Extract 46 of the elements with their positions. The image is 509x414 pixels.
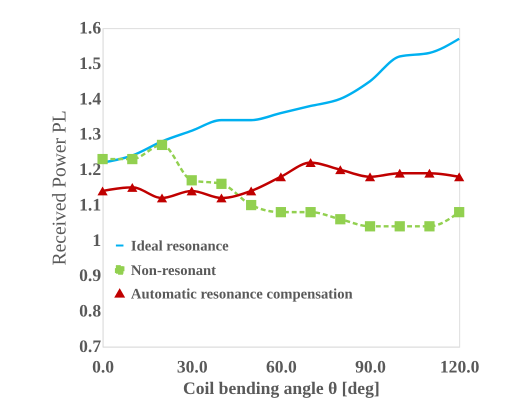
- y-tick-label: 1.5: [79, 52, 102, 73]
- point: [335, 214, 346, 224]
- y-tick-label: 1: [92, 230, 102, 250]
- point: [127, 154, 138, 164]
- point: [156, 194, 168, 202]
- point: [127, 182, 138, 192]
- x-tick-label: 120.0: [440, 356, 480, 377]
- y-tick-label: 1.4: [79, 88, 102, 108]
- point: [364, 221, 376, 232]
- x-tick-label: 30.0: [176, 356, 208, 377]
- point: [394, 221, 405, 232]
- x-tick-label: 0.0: [92, 356, 114, 377]
- point: [216, 194, 227, 202]
- point: [424, 221, 435, 232]
- point: [216, 178, 227, 189]
- point: [454, 172, 464, 182]
- point: [276, 172, 286, 182]
- point: [97, 186, 108, 196]
- x-tick-label: 60.0: [266, 356, 297, 377]
- point: [156, 140, 168, 150]
- point: [364, 172, 376, 182]
- point: [335, 165, 346, 174]
- point: [276, 207, 286, 218]
- legend-label: Non-resonant: [130, 262, 216, 279]
- point: [246, 200, 256, 210]
- y-tick-label: 1.3: [79, 124, 102, 144]
- y-tick-label: 1.2: [79, 159, 102, 180]
- point: [424, 168, 435, 178]
- point: [186, 186, 197, 196]
- point: [454, 207, 464, 218]
- y-tick-label: 1.1: [79, 194, 102, 214]
- legend-label: Automatic resonance compensation: [130, 286, 353, 302]
- point: [246, 186, 256, 196]
- point: [97, 154, 108, 164]
- x-axis-title: Coil bending angle θ [deg]: [183, 378, 380, 398]
- point: [305, 158, 316, 168]
- x-tick-label: 90.0: [355, 356, 386, 377]
- point: [394, 168, 405, 178]
- y-axis-title: Received Power PL: [49, 110, 70, 266]
- y-tick-label: 0.8: [79, 300, 102, 321]
- y-tick-label: 0.9: [79, 265, 102, 286]
- point: [305, 207, 316, 218]
- point: [186, 175, 197, 186]
- y-tick-label: 0.7: [79, 336, 102, 356]
- y-tick-label: 1.6: [79, 18, 102, 38]
- legend-label: Ideal resonance: [130, 238, 230, 254]
